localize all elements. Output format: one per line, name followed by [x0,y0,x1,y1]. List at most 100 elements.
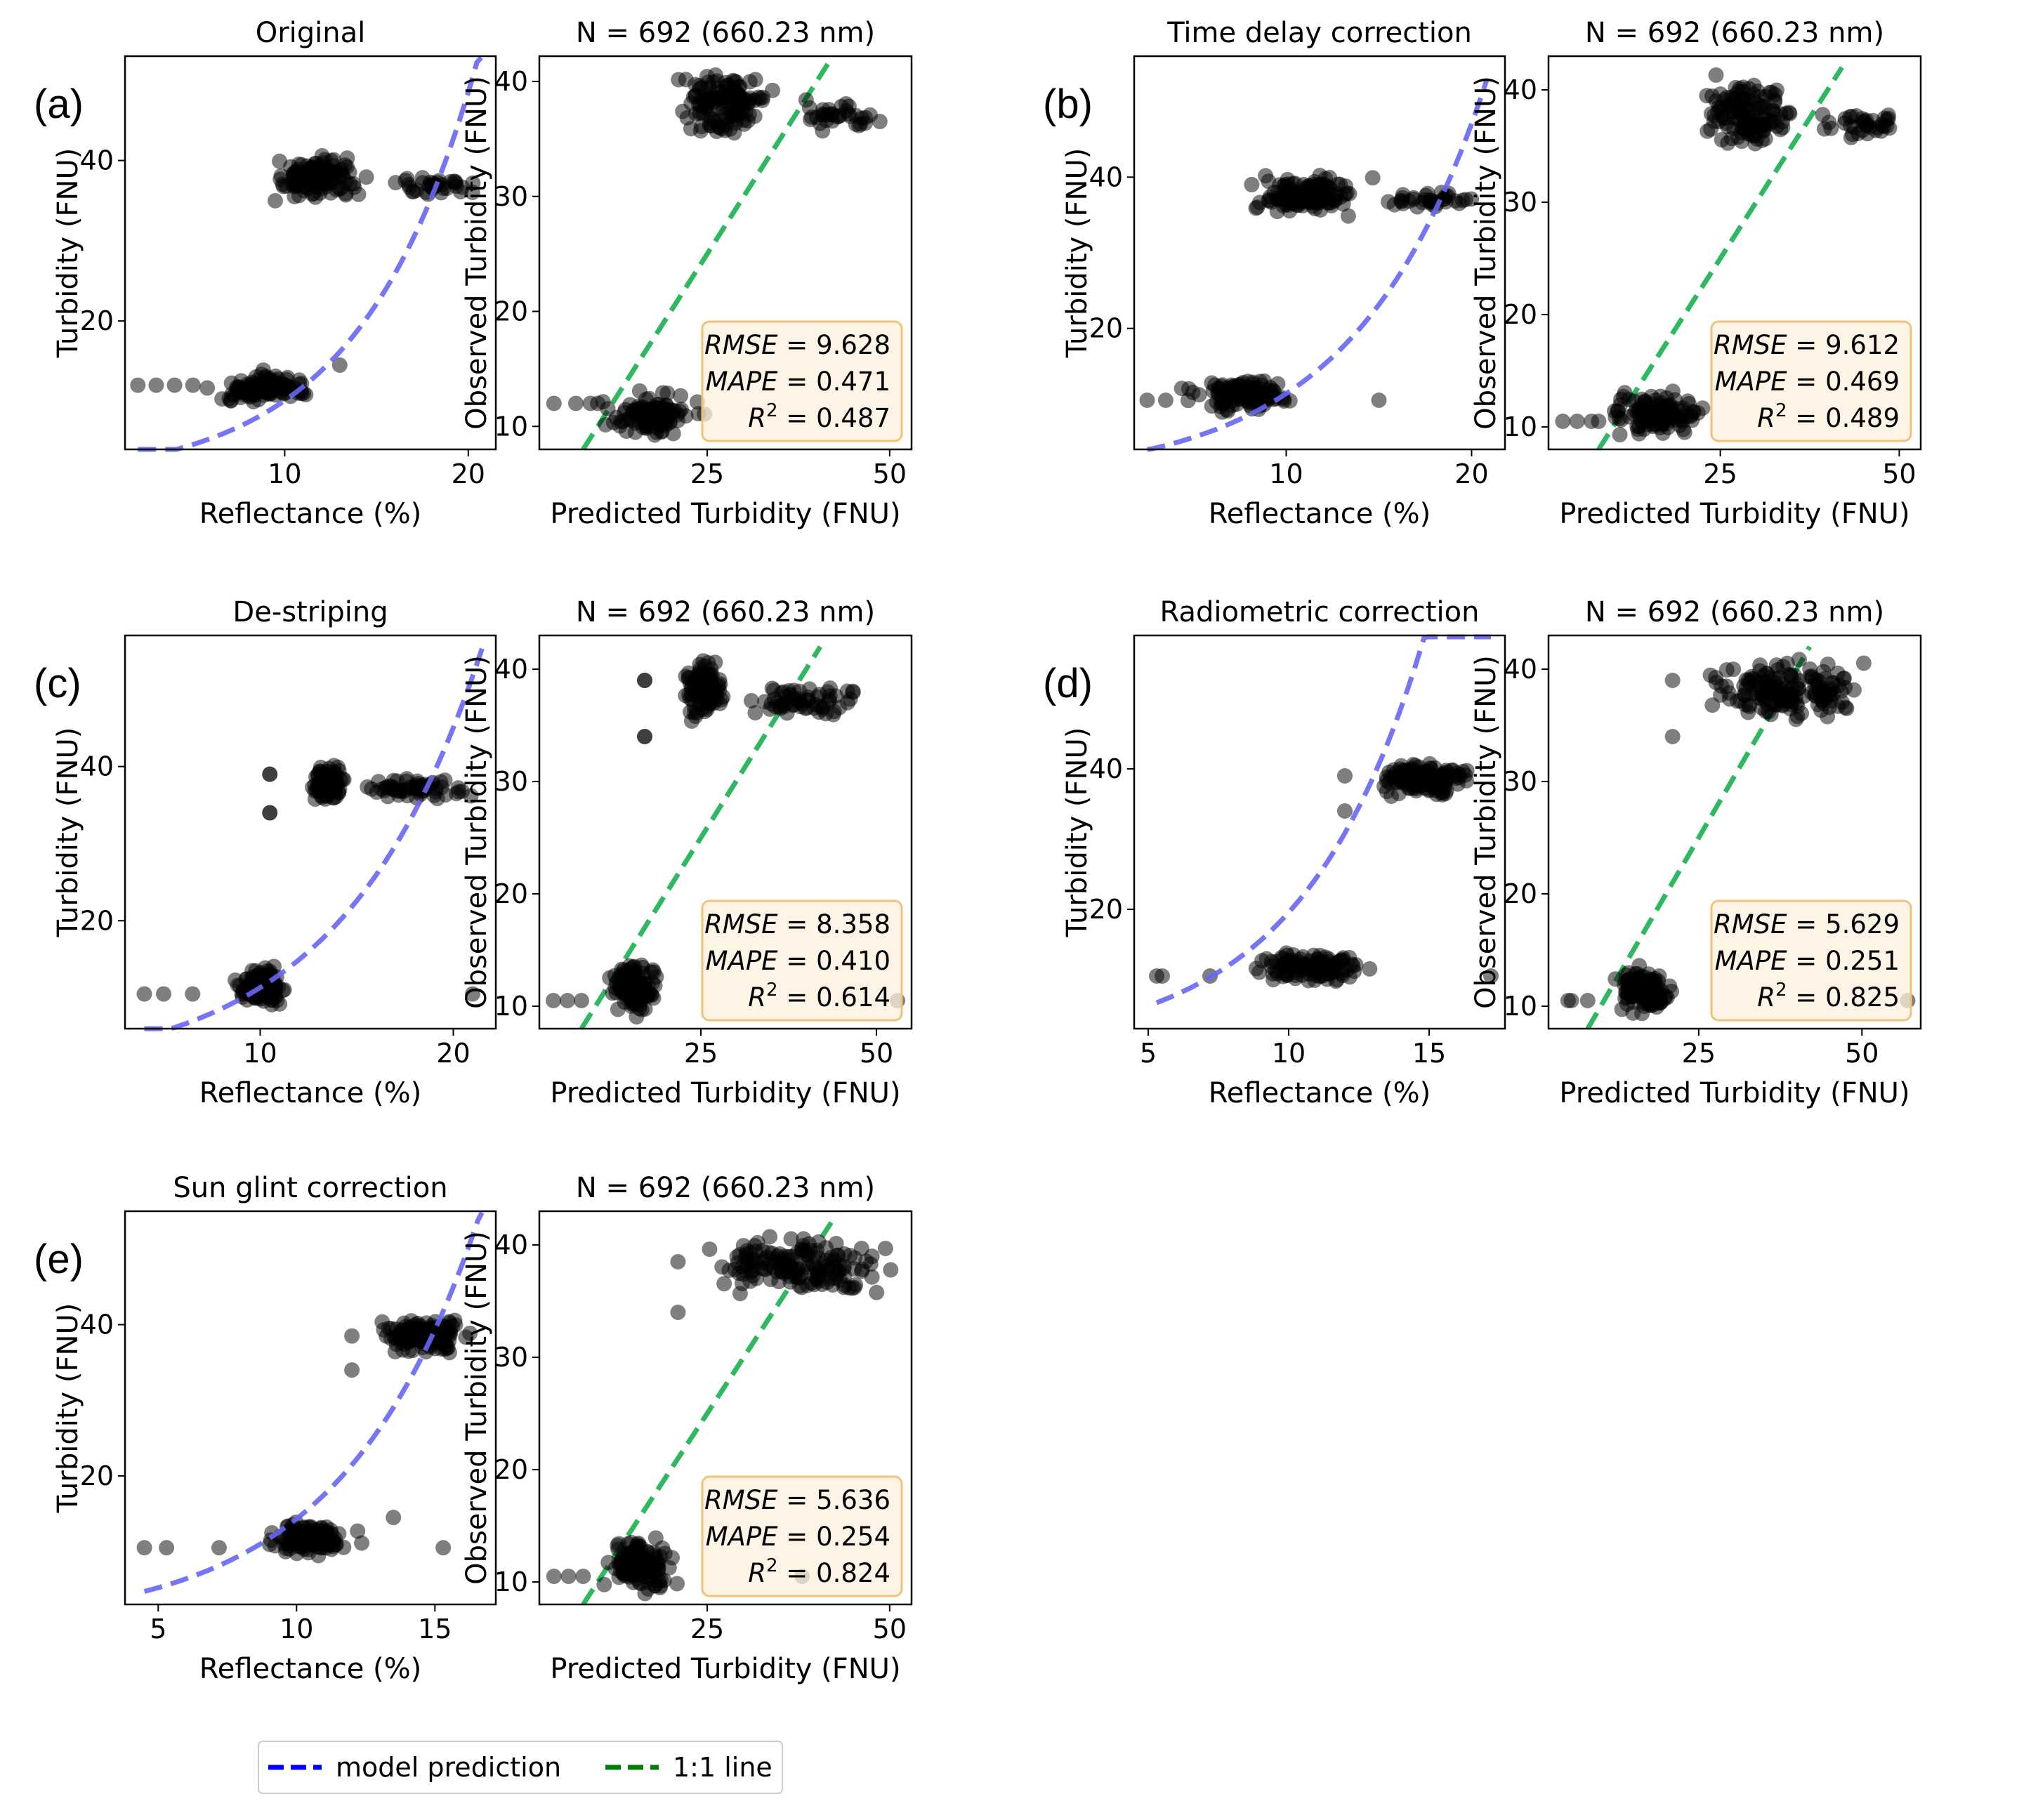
reflectance-c-point [262,766,278,782]
observed-e-point [702,1241,718,1258]
reflectance-a-point [148,377,164,393]
reflectance-b-point [1235,374,1251,390]
model-prediction-curve-e [143,1211,485,1594]
observed-e-point [756,1251,772,1267]
observed-a-point [815,102,831,118]
reflectance-d-point [1319,961,1335,977]
reflectance-d-xtick-label: 5 [1140,1038,1157,1069]
observed-d-point [1833,683,1849,699]
observed-d-title: N = 692 (660.23 nm) [1585,596,1884,628]
observed-d-xtick-label: 25 [1682,1038,1716,1069]
observed-e-point [853,1240,869,1256]
stat-value: = 8.358 [778,909,890,939]
observed-a-point [707,67,723,83]
reflectance-e-point [435,1540,452,1556]
reflectance-c-point [136,986,152,1002]
observed-c-point [811,687,827,703]
observed-e-point [596,1576,612,1592]
observed-a-point [725,72,741,88]
observed-c-title: N = 692 (660.23 nm) [576,596,875,628]
reflectance-b-point [1248,200,1264,216]
reflectance-e-point [386,1510,402,1526]
stat-value: = 0.825 [1787,982,1900,1013]
observed-b-point [1617,385,1633,401]
observed-a-point [701,79,717,95]
observed-d-point [1788,711,1804,727]
observed-e-ytick-label: 10 [494,1567,528,1597]
observed-c-point [637,729,652,744]
reflectance-b-point [1174,381,1190,397]
stat-line-a: RMSE = 9.628 [704,330,890,360]
reflectance-c-ylabel: Turbidity (FNU) [52,727,84,938]
reflectance-d-point [1341,969,1357,985]
observed-plot-a: 25 50 10 20 30 40 N = 692 (660.23 nm) Predicted… [461,17,913,530]
reflectance-frame-d [1133,634,1506,1030]
stat-name: MAPE [706,946,779,976]
stat-name: MAPE [1715,946,1788,976]
observed-b-point [1881,120,1898,136]
panel-label-b: (b) [1043,81,1093,127]
observed-a-point [651,413,667,429]
reflectance-c-point [264,984,280,1000]
observed-a-point [595,394,611,410]
observed-d-point [1714,678,1730,694]
reflectance-c-ytick-label: 20 [80,905,114,936]
observed-b-point [1821,114,1837,131]
reflectance-plot-c: 10 20 20 40 De-striping Reflectance (%) Turbid… [52,596,497,1109]
observed-d-point [1766,678,1782,694]
observed-c-point [688,708,704,725]
panel-b: (b) 10 20 20 40 Time delay correction Reflecta… [1043,17,1922,530]
reflectance-e-point [309,1528,325,1544]
observed-e-point [836,1246,853,1262]
observed-a-xtick-label: 25 [690,459,724,489]
reflectance-b-point [1180,393,1196,409]
stat-line-a: R2 = 0.487 [748,400,890,433]
observed-b-point [1842,109,1858,125]
reflectance-a-point [199,380,216,396]
observed-a-point [689,394,705,410]
reflectance-c-point [374,781,390,797]
observed-e-point [714,1259,730,1275]
observed-d-point [1664,673,1681,688]
reflectance-b-point [1139,393,1155,408]
observed-c-point [643,964,659,980]
observed-c-point [574,993,589,1008]
observed-c-xtick-label: 50 [860,1038,893,1069]
reflectance-d-title: Radiometric correction [1160,596,1480,628]
observed-plot-b: 25 50 10 20 30 40 N = 692 (660.23 nm) Predicted… [1470,17,1922,530]
stat-value: = 0.471 [778,367,890,397]
reflectance-e-point [407,1321,423,1338]
stat-line-c: MAPE = 0.410 [706,946,890,976]
reflectance-e-ytick-label: 40 [80,1310,114,1340]
stats-box-e [701,1475,903,1597]
observed-a-point [798,92,814,108]
reflectance-plot-d: 5 10 15 20 40 Radiometric correction Reflectan… [1061,596,1506,1109]
reflectance-d-point [1483,968,1499,984]
reflectance-a-point [272,153,288,169]
observed-e-point [670,1305,686,1320]
observed-e-point [877,1240,893,1256]
stat-value: = 0.487 [778,403,890,433]
observed-c-ytick-label: 30 [494,766,528,797]
reflectance-c-point [156,986,171,1002]
reflectance-a-point [229,381,245,397]
stat-name: RMSE [704,1485,778,1515]
reflectance-a-point [287,188,303,204]
reflectance-e-point [354,1535,370,1551]
observed-e-point [560,1569,577,1584]
observed-d-point [1563,993,1579,1008]
stat-name: R [1757,403,1775,433]
model-prediction-curve-a [138,55,483,452]
stat-superscript: 2 [766,400,778,421]
reflectance-a-point [399,171,415,187]
observed-e-point [883,1262,899,1278]
observed-b-point [1708,67,1724,83]
panel-a: (a) 10 20 20 40 Original Reflectance (%) Turbid… [34,17,913,530]
observed-d-point [1802,661,1818,677]
observed-b-point [1775,114,1791,130]
reflectance-b-point [1365,170,1381,186]
observed-a-ylabel: Observed Turbidity (FNU) [461,76,493,430]
observed-d-point [1664,729,1681,744]
observed-b-point [1591,414,1607,429]
stat-value: = 0.824 [778,1558,890,1588]
